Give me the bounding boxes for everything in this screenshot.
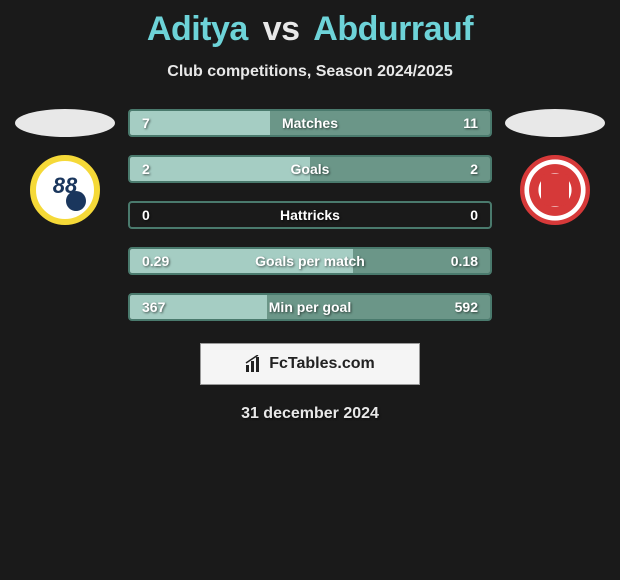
stat-fill-left <box>130 157 310 181</box>
stat-value-left: 0.29 <box>130 253 169 269</box>
stat-value-right: 0 <box>470 207 490 223</box>
stat-bar: 7 Matches 11 <box>128 109 492 137</box>
stat-value-left: 367 <box>130 299 165 315</box>
stat-value-right: 0.18 <box>451 253 490 269</box>
stat-label: Hattricks <box>280 207 340 223</box>
stat-value-right: 11 <box>463 115 490 131</box>
stat-bar: 0.29 Goals per match 0.18 <box>128 247 492 275</box>
right-player-column <box>500 109 610 225</box>
comparison-title: Aditya vs Abdurrauf <box>0 0 620 49</box>
player2-club-logo <box>520 155 590 225</box>
vs-text: vs <box>263 10 300 48</box>
comparison-content: 88 7 Matches 11 2 Goals 2 0 Hattricks 0 0.29 Goals… <box>0 109 620 321</box>
stat-label: Min per goal <box>269 299 351 315</box>
brand-text: FcTables.com <box>269 355 375 373</box>
stat-label: Goals <box>291 161 330 177</box>
stat-value-left: 0 <box>130 207 150 223</box>
player2-avatar-placeholder <box>505 109 605 137</box>
left-player-column: 88 <box>10 109 120 225</box>
stats-bars-container: 7 Matches 11 2 Goals 2 0 Hattricks 0 0.29 Goals pe… <box>120 109 500 321</box>
stat-bar: 0 Hattricks 0 <box>128 201 492 229</box>
shield-icon <box>541 174 569 206</box>
brand-watermark[interactable]: FcTables.com <box>200 343 420 385</box>
soccer-ball-icon <box>66 191 86 211</box>
bar-chart-icon <box>245 355 263 373</box>
stat-label: Matches <box>282 115 338 131</box>
player1-avatar-placeholder <box>15 109 115 137</box>
stat-label: Goals per match <box>255 253 365 269</box>
season-subtitle: Club competitions, Season 2024/2025 <box>0 63 620 81</box>
player1-club-logo: 88 <box>30 155 100 225</box>
stat-fill-right <box>310 157 490 181</box>
player2-name: Abdurrauf <box>313 10 473 48</box>
stat-bar: 367 Min per goal 592 <box>128 293 492 321</box>
stat-value-right: 2 <box>470 161 490 177</box>
stat-value-left: 7 <box>130 115 150 131</box>
stat-value-left: 2 <box>130 161 150 177</box>
stat-value-right: 592 <box>455 299 490 315</box>
player1-name: Aditya <box>147 10 248 48</box>
stat-fill-left <box>130 111 270 135</box>
snapshot-date: 31 december 2024 <box>0 405 620 423</box>
stat-bar: 2 Goals 2 <box>128 155 492 183</box>
